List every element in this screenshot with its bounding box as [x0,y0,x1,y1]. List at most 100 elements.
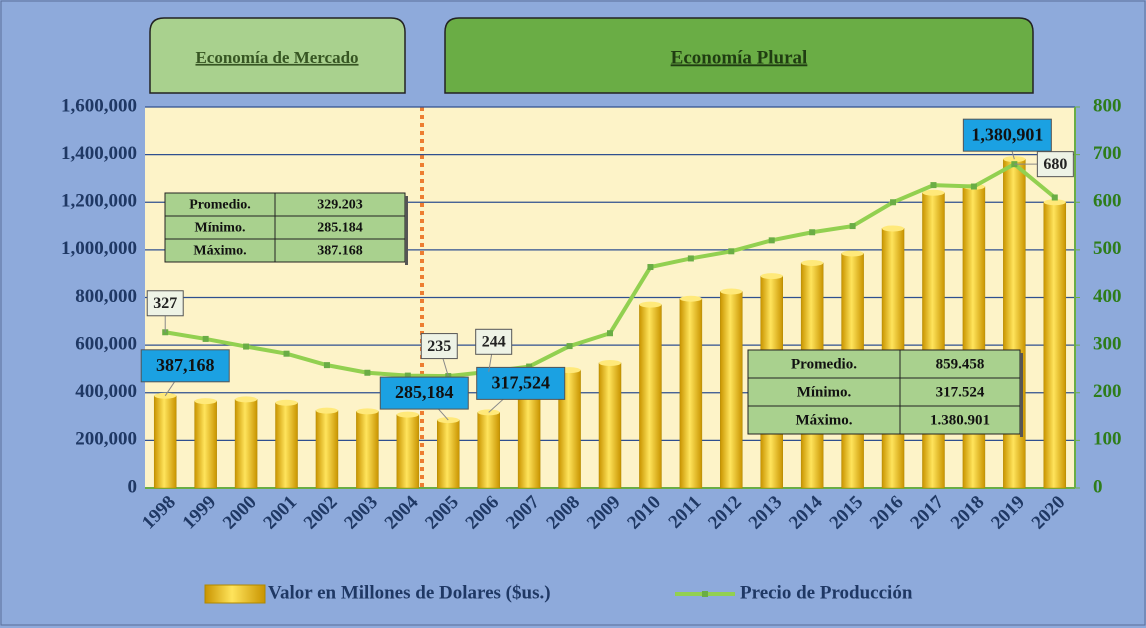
table-cell [747,349,901,379]
line-point [364,369,371,376]
y-tick-label: 1,400,000 [61,143,137,164]
y2-tick-label: 300 [1093,333,1122,354]
line-point [243,343,250,350]
bar-cap [679,295,702,302]
table-text: 285.184 [317,221,363,236]
bar-cap [1003,156,1026,163]
bar [477,412,500,489]
data-label: 387,168 [156,355,215,375]
table-cell [899,349,1021,379]
bar-cap [356,408,379,415]
bar-cap [235,396,258,403]
bar-cap [396,411,419,418]
table-text: 1.380.901 [930,412,990,428]
line-point [607,330,613,337]
bar-cap [841,250,864,257]
bar [1043,202,1067,489]
data-label-box [146,290,184,317]
bar-cap [315,407,338,414]
y2-tick-label: 100 [1093,429,1122,450]
y-tick-label: 400,000 [75,381,137,402]
table-text: Promedio. [189,198,251,213]
data-label: 285,184 [395,382,454,402]
table-text: 329.203 [317,198,363,213]
bar-cap [1043,199,1066,206]
table-text: Mínimo. [797,384,852,400]
data-label-box [475,328,513,355]
y-tick-label: 1,600,000 [61,95,137,116]
bar-cap [599,359,621,366]
bar-cap [801,259,824,266]
line-point [526,363,533,370]
bar [396,414,420,489]
bar [517,396,541,489]
bar-cap [639,301,662,308]
table-cell [747,405,901,435]
data-label: 327 [153,295,177,312]
y2-tick-label: 800 [1093,95,1122,116]
bar [356,411,379,489]
bar [315,410,339,489]
line-point [809,229,816,236]
data-label: 235 [427,338,451,355]
bar [962,186,986,489]
line-point [1051,194,1058,201]
data-label-box [962,118,1052,152]
line-point [687,255,694,262]
table-text: Promedio. [791,356,857,372]
table-text: 859.458 [936,356,985,372]
data-label: 1,380,901 [971,124,1043,144]
data-label-box [1036,151,1074,178]
bar [720,291,743,489]
bar [437,419,460,489]
line-point [647,264,654,271]
bar [275,402,298,489]
period-box [149,17,406,94]
table-shadow [405,196,408,265]
legend-label: Valor en Millones de Dolares ($us.) [268,582,551,603]
line-point [323,362,330,369]
table-text: Máximo. [193,244,246,259]
bar-cap [720,288,743,295]
y-tick-label: 200,000 [75,429,137,450]
line-point [970,183,977,190]
data-label-box [420,333,458,360]
line-point [890,199,897,206]
line-point [768,237,775,244]
y2-tick-label: 700 [1093,143,1122,164]
bar [922,192,945,489]
y-tick-label: 600,000 [75,333,137,354]
bar [153,395,177,489]
legend-bar [204,584,266,604]
period-box [444,17,1034,94]
bar-cap [760,273,783,280]
line-point [728,248,735,255]
table-cell [899,405,1021,435]
bar-cap [275,399,298,406]
table-text: 387.168 [317,244,363,259]
line-point [930,182,937,189]
y2-tick-label: 400 [1093,286,1122,307]
line-point [849,223,856,230]
bar [679,298,703,489]
data-label-box [476,366,566,400]
bar-cap [922,189,945,196]
y2-tick-label: 600 [1093,191,1122,212]
table-cell [747,377,901,407]
bar-cap [194,398,217,405]
period-label: Economía de Mercado [195,48,358,67]
line-point [566,343,573,350]
line-point [202,335,209,342]
table-shadow [1020,353,1023,437]
table-cell [899,377,1021,407]
data-label: 680 [1043,156,1067,173]
line-point [404,372,411,379]
bar [194,400,217,489]
y2-tick-label: 0 [1093,476,1103,497]
y-tick-label: 1,000,000 [61,238,137,259]
table-text: 317.524 [936,384,985,400]
table-text: Máximo. [795,412,852,428]
data-label: 317,524 [491,373,550,393]
data-label-box [140,349,230,383]
